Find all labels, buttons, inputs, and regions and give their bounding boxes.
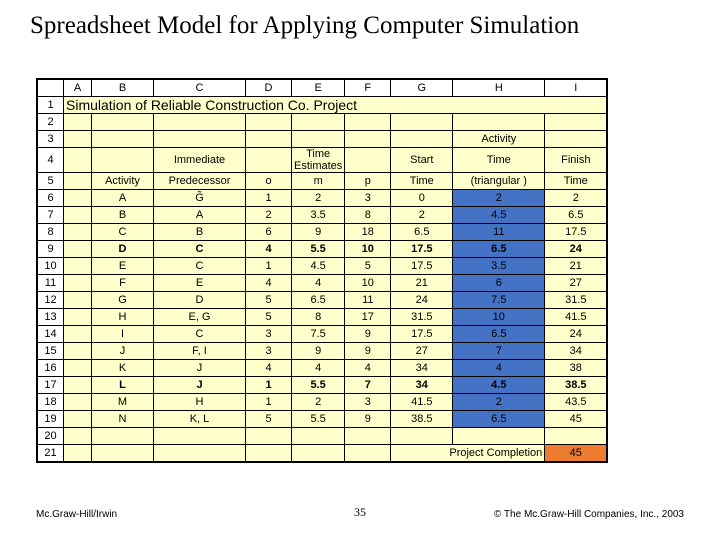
row-header: 13 bbox=[38, 309, 64, 326]
row-header: 6 bbox=[38, 190, 64, 207]
col-header: G bbox=[391, 80, 453, 97]
col-header: F bbox=[345, 80, 391, 97]
row-header: 1 bbox=[38, 97, 64, 114]
spreadsheet-table: A B C D E F G H I 1Simulation of Reliabl… bbox=[37, 79, 607, 462]
row-header: 19 bbox=[38, 411, 64, 428]
col-header: I bbox=[545, 80, 607, 97]
project-completion-value: 45 bbox=[545, 445, 607, 462]
col-header: C bbox=[154, 80, 246, 97]
data-row: 12GD56.511247.531.5 bbox=[38, 292, 607, 309]
row-header: 14 bbox=[38, 326, 64, 343]
spreadsheet: A B C D E F G H I 1Simulation of Reliabl… bbox=[36, 78, 608, 463]
row-header: 3 bbox=[38, 131, 64, 148]
row-header: 5 bbox=[38, 173, 64, 190]
data-row: 9DC45.51017.56.524 bbox=[38, 241, 607, 258]
data-row: 19NK, L55.5938.56.545 bbox=[38, 411, 607, 428]
sheet-title: Simulation of Reliable Construction Co. … bbox=[64, 97, 607, 114]
data-row: 17LJ15.57344.538.5 bbox=[38, 377, 607, 394]
data-row: 14IC37.5917.56.524 bbox=[38, 326, 607, 343]
row-header: 18 bbox=[38, 394, 64, 411]
row-header: 20 bbox=[38, 428, 64, 445]
row-header: 4 bbox=[38, 148, 64, 173]
column-header-row: A B C D E F G H I bbox=[38, 80, 607, 97]
data-row: 15JF, I39927734 bbox=[38, 343, 607, 360]
footer-right: © The Mc.Graw-Hill Companies, Inc., 2003 bbox=[494, 509, 684, 520]
col-header: H bbox=[453, 80, 545, 97]
col-header: E bbox=[292, 80, 345, 97]
row-header: 17 bbox=[38, 377, 64, 394]
data-row: 7BA23.5824.56.5 bbox=[38, 207, 607, 224]
project-completion-label: Project Completion bbox=[391, 445, 545, 462]
data-row: 10EC14.5517.53.521 bbox=[38, 258, 607, 275]
row-header: 11 bbox=[38, 275, 64, 292]
data-row: 18MH12341.5243.5 bbox=[38, 394, 607, 411]
data-row: 16KJ44434438 bbox=[38, 360, 607, 377]
col-header: B bbox=[92, 80, 154, 97]
row-header: 9 bbox=[38, 241, 64, 258]
corner-cell bbox=[38, 80, 64, 97]
data-row: 13HE, G581731.51041.5 bbox=[38, 309, 607, 326]
data-row: 8CB69186.51117.5 bbox=[38, 224, 607, 241]
row-header: 16 bbox=[38, 360, 64, 377]
row-header: 21 bbox=[38, 445, 64, 462]
data-row: 6AG̃123022 bbox=[38, 190, 607, 207]
col-header: D bbox=[246, 80, 292, 97]
row-header: 10 bbox=[38, 258, 64, 275]
row-header: 7 bbox=[38, 207, 64, 224]
row-header: 12 bbox=[38, 292, 64, 309]
slide-title: Spreadsheet Model for Applying Computer … bbox=[30, 12, 579, 40]
col-header: A bbox=[64, 80, 92, 97]
row-header: 15 bbox=[38, 343, 64, 360]
row-header: 8 bbox=[38, 224, 64, 241]
row-header: 2 bbox=[38, 114, 64, 131]
data-row: 11FE441021627 bbox=[38, 275, 607, 292]
